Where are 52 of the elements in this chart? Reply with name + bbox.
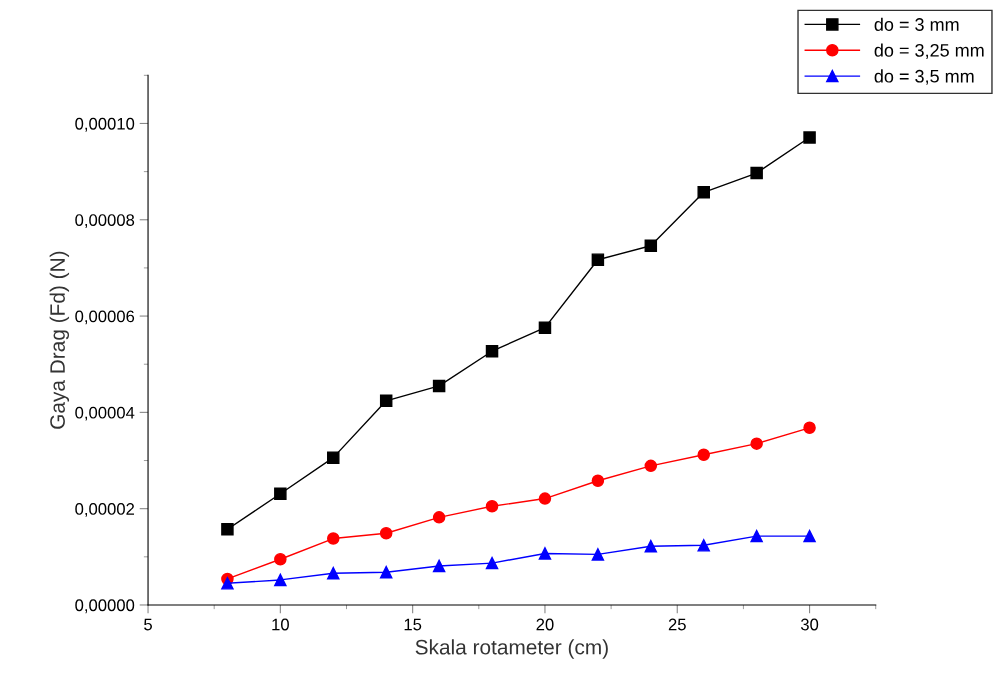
y-axis-title: Gaya Drag (Fd) (N) bbox=[49, 251, 70, 429]
point bbox=[697, 186, 710, 199]
y-tick-label: 0,00008 bbox=[75, 214, 135, 228]
point bbox=[221, 523, 234, 536]
y-tick-label: 0,00004 bbox=[75, 406, 135, 421]
y-tick-label: 0,00010 bbox=[75, 117, 135, 132]
point bbox=[432, 559, 446, 573]
y-tick-label: 0,00002 bbox=[75, 503, 135, 517]
y-tick-label: 0,00006 bbox=[75, 310, 135, 325]
point bbox=[591, 253, 605, 266]
point bbox=[697, 448, 710, 461]
point bbox=[485, 500, 499, 513]
point bbox=[644, 239, 658, 253]
legend-label: do = 3,25 mm bbox=[874, 43, 984, 59]
point bbox=[274, 552, 287, 566]
x-axis-title: Skala rotameter (cm) bbox=[415, 639, 608, 659]
point bbox=[221, 577, 234, 590]
x-tick-label: 20 bbox=[536, 618, 554, 631]
x-tick-label: 5 bbox=[144, 618, 152, 631]
point bbox=[432, 511, 446, 524]
point bbox=[591, 474, 605, 487]
point bbox=[379, 394, 393, 408]
point bbox=[485, 344, 499, 358]
point bbox=[379, 565, 393, 579]
point bbox=[274, 487, 287, 500]
point bbox=[750, 437, 763, 450]
x-tick-label: 10 bbox=[272, 618, 289, 631]
point bbox=[379, 526, 393, 540]
point bbox=[750, 529, 763, 543]
point bbox=[327, 532, 340, 545]
point bbox=[538, 547, 552, 560]
point bbox=[485, 556, 499, 570]
point bbox=[644, 459, 658, 473]
x-tick-label: 30 bbox=[800, 618, 819, 631]
y-tick-label: 0,00000 bbox=[75, 599, 135, 614]
point bbox=[697, 539, 710, 552]
point bbox=[591, 548, 605, 561]
point bbox=[538, 321, 552, 334]
point bbox=[750, 166, 763, 180]
point bbox=[432, 379, 446, 393]
point bbox=[803, 421, 816, 435]
point bbox=[644, 539, 658, 553]
point bbox=[327, 451, 340, 464]
point bbox=[274, 573, 287, 587]
x-tick-label: 15 bbox=[404, 618, 422, 631]
x-tick-label: 25 bbox=[668, 618, 686, 631]
point bbox=[538, 492, 552, 505]
legend-label: do = 3,5 mm bbox=[874, 69, 974, 85]
point bbox=[327, 566, 340, 580]
legend-label: do = 3 mm bbox=[874, 17, 959, 31]
point bbox=[803, 131, 816, 144]
point bbox=[803, 529, 816, 543]
